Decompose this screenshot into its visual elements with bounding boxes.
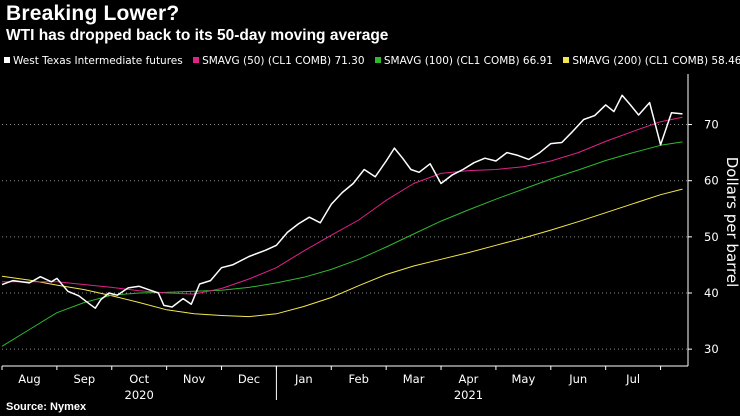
legend: West Texas Intermediate futures SMAVG (5…	[4, 55, 740, 67]
legend-item-sma200: SMAVG (200) (CL1 COMB) 58.46	[563, 55, 740, 67]
legend-label-sma100: SMAVG (100) (CL1 COMB) 66.91	[383, 55, 553, 67]
legend-swatch-wti	[4, 57, 10, 63]
x-tick-label-jul: Jul	[625, 372, 640, 386]
year-label-2020: 2020	[125, 388, 154, 402]
legend-item-wti: West Texas Intermediate futures	[4, 55, 183, 67]
axes	[1, 74, 692, 400]
series-wti	[1, 94, 683, 309]
legend-item-sma50: SMAVG (50) (CL1 COMB) 71.30	[193, 55, 365, 67]
source-note: Source: Nymex	[6, 401, 87, 413]
x-tick-label-apr: Apr	[459, 372, 479, 386]
y-tick-label-30: 30	[704, 342, 719, 356]
chart-subtitle: WTI has dropped back to its 50-day movin…	[6, 27, 389, 44]
legend-label-sma200: SMAVG (200) (CL1 COMB) 58.46	[572, 55, 740, 67]
series-sma100	[1, 141, 683, 347]
gridlines	[2, 124, 688, 350]
y-tick-label-70: 70	[704, 118, 719, 132]
y-tick-label-50: 50	[704, 230, 719, 244]
x-tick-label-oct: Oct	[129, 372, 149, 386]
x-tick-label-mar: Mar	[403, 372, 425, 386]
x-tick-label-aug: Aug	[18, 372, 40, 386]
y-axis-title: Dollars per barrel	[723, 157, 740, 288]
axis-labels: 30 40 50 60 70 Aug Sep Oct Nov Dec Jan Feb Mar Apr May…	[18, 118, 740, 402]
chart-title: Breaking Lower?	[6, 2, 180, 25]
x-tick-label-jan: Jan	[294, 372, 313, 386]
legend-item-sma100: SMAVG (100) (CL1 COMB) 66.91	[374, 55, 553, 67]
x-tick-label-sep: Sep	[73, 372, 95, 386]
y-tick-label-40: 40	[704, 286, 719, 300]
x-tick-label-feb: Feb	[349, 372, 369, 386]
legend-swatch-sma50	[193, 57, 200, 63]
x-tick-label-nov: Nov	[183, 372, 206, 386]
series-sma50	[2, 116, 683, 295]
legend-label-wti: West Texas Intermediate futures	[13, 55, 183, 67]
x-tick-label-may: May	[511, 372, 535, 386]
legend-swatch-sma200	[563, 57, 570, 63]
x-tick-label-dec: Dec	[238, 372, 260, 386]
year-label-2021: 2021	[454, 388, 483, 402]
series-sma200	[1, 188, 683, 318]
series-lines	[1, 94, 683, 347]
legend-label-sma50: SMAVG (50) (CL1 COMB) 71.30	[202, 55, 365, 67]
y-tick-label-60: 60	[704, 174, 719, 188]
x-tick-label-jun: Jun	[568, 372, 587, 386]
legend-swatch-sma100	[374, 57, 381, 63]
